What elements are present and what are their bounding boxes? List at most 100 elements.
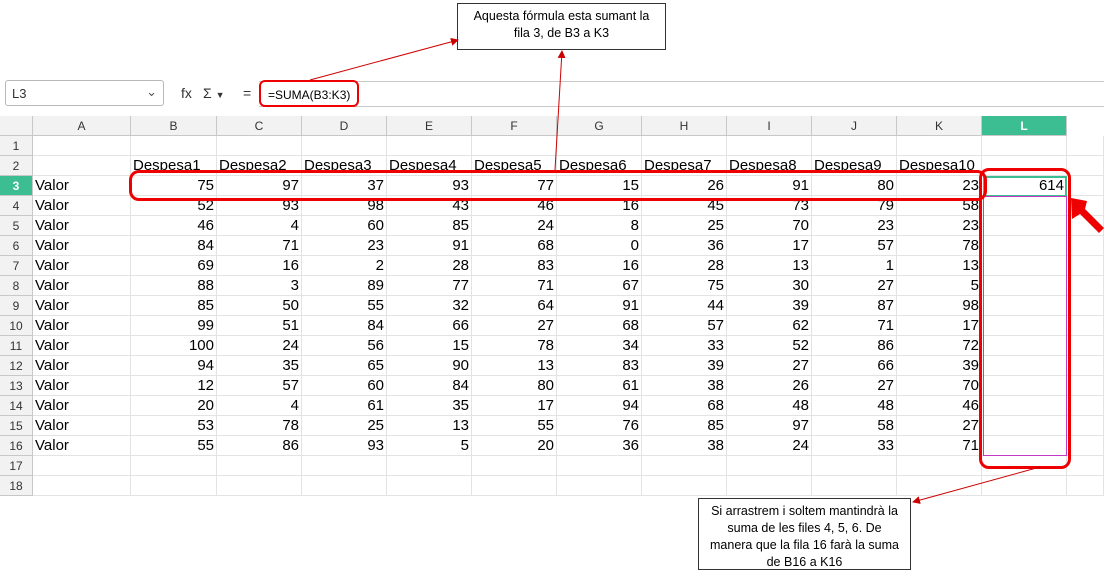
row-header-5[interactable]: 5 <box>0 216 33 236</box>
cell-a16[interactable]: Valor <box>33 436 131 456</box>
cell-f7[interactable]: 83 <box>472 256 557 276</box>
cell-h11[interactable]: 33 <box>642 336 727 356</box>
row-header-3[interactable]: 3 <box>0 176 33 196</box>
cell-l1[interactable] <box>982 136 1067 156</box>
formula-input[interactable] <box>259 81 1104 107</box>
cell-i6[interactable]: 17 <box>727 236 812 256</box>
cell-f16[interactable]: 20 <box>472 436 557 456</box>
cell-g9[interactable]: 91 <box>557 296 642 316</box>
cell-m12[interactable] <box>1067 356 1104 376</box>
cell-d12[interactable]: 65 <box>302 356 387 376</box>
cell-c6[interactable]: 71 <box>217 236 302 256</box>
cell-m17[interactable] <box>1067 456 1104 476</box>
cell-a10[interactable]: Valor <box>33 316 131 336</box>
cell-e1[interactable] <box>387 136 472 156</box>
cell-j17[interactable] <box>812 456 897 476</box>
cell-m14[interactable] <box>1067 396 1104 416</box>
cell-m3[interactable] <box>1067 176 1104 196</box>
cell-a3[interactable]: Valor <box>33 176 131 196</box>
cell-m1[interactable] <box>1067 136 1104 156</box>
cell-b12[interactable]: 94 <box>131 356 217 376</box>
cell-d16[interactable]: 93 <box>302 436 387 456</box>
cell-b6[interactable]: 84 <box>131 236 217 256</box>
cell-k12[interactable]: 39 <box>897 356 982 376</box>
cell-l3[interactable]: 614 <box>982 176 1067 196</box>
column-header-e[interactable]: E <box>387 116 472 136</box>
cell-b1[interactable] <box>131 136 217 156</box>
cell-a5[interactable]: Valor <box>33 216 131 236</box>
cell-e4[interactable]: 43 <box>387 196 472 216</box>
cell-k14[interactable]: 46 <box>897 396 982 416</box>
cell-k3[interactable]: 23 <box>897 176 982 196</box>
cell-g4[interactable]: 16 <box>557 196 642 216</box>
cell-g14[interactable]: 94 <box>557 396 642 416</box>
cell-c17[interactable] <box>217 456 302 476</box>
row-header-10[interactable]: 10 <box>0 316 33 336</box>
cell-g18[interactable] <box>557 476 642 496</box>
cell-h10[interactable]: 57 <box>642 316 727 336</box>
cell-k15[interactable]: 27 <box>897 416 982 436</box>
cell-c11[interactable]: 24 <box>217 336 302 356</box>
cell-c18[interactable] <box>217 476 302 496</box>
cell-f12[interactable]: 13 <box>472 356 557 376</box>
cell-f3[interactable]: 77 <box>472 176 557 196</box>
cell-g12[interactable]: 83 <box>557 356 642 376</box>
column-header-d[interactable]: D <box>302 116 387 136</box>
cell-j13[interactable]: 27 <box>812 376 897 396</box>
cell-i10[interactable]: 62 <box>727 316 812 336</box>
cell-i18[interactable] <box>727 476 812 496</box>
cell-k1[interactable] <box>897 136 982 156</box>
cell-m13[interactable] <box>1067 376 1104 396</box>
cell-m10[interactable] <box>1067 316 1104 336</box>
cell-m4[interactable] <box>1067 196 1104 216</box>
cell-i14[interactable]: 48 <box>727 396 812 416</box>
cell-i17[interactable] <box>727 456 812 476</box>
cell-i3[interactable]: 91 <box>727 176 812 196</box>
cell-i11[interactable]: 52 <box>727 336 812 356</box>
cell-d13[interactable]: 60 <box>302 376 387 396</box>
row-header-17[interactable]: 17 <box>0 456 33 476</box>
cell-m15[interactable] <box>1067 416 1104 436</box>
row-header-15[interactable]: 15 <box>0 416 33 436</box>
cell-k4[interactable]: 58 <box>897 196 982 216</box>
row-header-8[interactable]: 8 <box>0 276 33 296</box>
cell-d8[interactable]: 89 <box>302 276 387 296</box>
cell-f18[interactable] <box>472 476 557 496</box>
cell-h12[interactable]: 39 <box>642 356 727 376</box>
cell-a1[interactable] <box>33 136 131 156</box>
cell-j12[interactable]: 66 <box>812 356 897 376</box>
cell-m9[interactable] <box>1067 296 1104 316</box>
cell-f14[interactable]: 17 <box>472 396 557 416</box>
cell-l7[interactable] <box>982 256 1067 276</box>
cell-d9[interactable]: 55 <box>302 296 387 316</box>
cell-l14[interactable] <box>982 396 1067 416</box>
cell-k8[interactable]: 5 <box>897 276 982 296</box>
cell-h9[interactable]: 44 <box>642 296 727 316</box>
cell-m18[interactable] <box>1067 476 1104 496</box>
cell-h15[interactable]: 85 <box>642 416 727 436</box>
column-header-f[interactable]: F <box>472 116 557 136</box>
row-header-1[interactable]: 1 <box>0 136 33 156</box>
cell-a2[interactable] <box>33 156 131 176</box>
cell-e12[interactable]: 90 <box>387 356 472 376</box>
cell-l18[interactable] <box>982 476 1067 496</box>
cell-d5[interactable]: 60 <box>302 216 387 236</box>
cell-b10[interactable]: 99 <box>131 316 217 336</box>
cell-j18[interactable] <box>812 476 897 496</box>
cell-b4[interactable]: 52 <box>131 196 217 216</box>
cell-l11[interactable] <box>982 336 1067 356</box>
cell-k9[interactable]: 98 <box>897 296 982 316</box>
cell-b15[interactable]: 53 <box>131 416 217 436</box>
cell-h16[interactable]: 38 <box>642 436 727 456</box>
row-header-18[interactable]: 18 <box>0 476 33 496</box>
cell-d17[interactable] <box>302 456 387 476</box>
cell-b18[interactable] <box>131 476 217 496</box>
cell-l15[interactable] <box>982 416 1067 436</box>
cell-m8[interactable] <box>1067 276 1104 296</box>
cell-d7[interactable]: 2 <box>302 256 387 276</box>
cell-e3[interactable]: 93 <box>387 176 472 196</box>
cell-d1[interactable] <box>302 136 387 156</box>
function-wizard-icon[interactable]: fx <box>181 85 192 101</box>
cell-c14[interactable]: 4 <box>217 396 302 416</box>
cell-g8[interactable]: 67 <box>557 276 642 296</box>
